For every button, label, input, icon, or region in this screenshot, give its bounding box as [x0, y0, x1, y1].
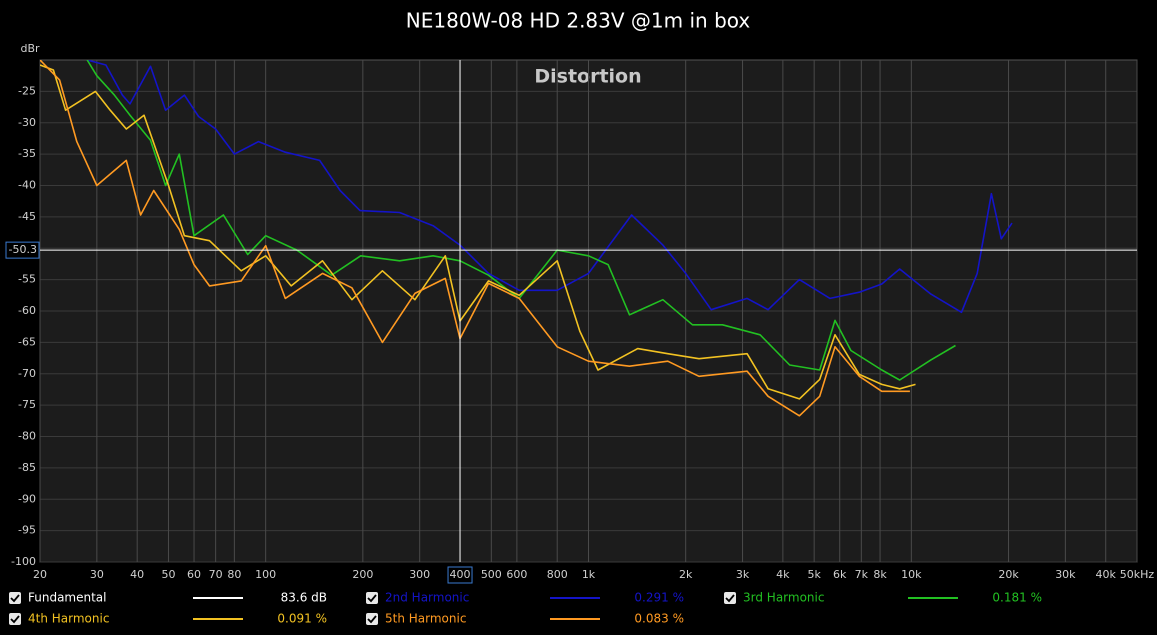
x-tick-label: 200 — [352, 568, 373, 581]
y-tick-label: -60 — [18, 304, 36, 317]
y-tick-label: -100 — [11, 555, 36, 568]
x-tick-label: 2k — [679, 568, 693, 581]
y-tick-label: -85 — [18, 461, 36, 474]
legend-readout: 0.091 % — [277, 612, 327, 626]
x-tick-label: 40k — [1096, 568, 1117, 581]
legend-check — [725, 594, 735, 603]
x-tick-label: 30k — [1055, 568, 1076, 581]
y-tick-label: -95 — [18, 524, 36, 537]
y-axis-label: dBr — [20, 42, 40, 55]
legend-name: 4th Harmonic — [28, 612, 109, 626]
x-tick-label: 40 — [130, 568, 144, 581]
legend-checkbox[interactable] — [9, 613, 21, 625]
legend-name: 5th Harmonic — [385, 612, 466, 626]
x-tick-label: 800 — [547, 568, 568, 581]
x-tick-label: 70 — [209, 568, 223, 581]
x-tick-label: 20 — [33, 568, 47, 581]
y-tick-label: -90 — [18, 492, 36, 505]
y-tick-label: -75 — [18, 398, 36, 411]
x-tick-label: 10k — [901, 568, 922, 581]
legend-readout: 0.083 % — [634, 612, 684, 626]
legend-readout: 0.181 % — [992, 591, 1042, 605]
legend-checkbox[interactable] — [366, 592, 378, 604]
x-tick-label: 4k — [776, 568, 790, 581]
legend-name: 3rd Harmonic — [743, 591, 824, 605]
y-tick-label: -80 — [18, 430, 36, 443]
x-tick-label: 50kHz — [1120, 568, 1155, 581]
x-tick-label: 50 — [161, 568, 175, 581]
y-tick-label: -25 — [18, 84, 36, 97]
x-tick-label: 8k — [873, 568, 887, 581]
cursor-x-label: 400 — [450, 568, 471, 581]
y-tick-label: -30 — [18, 116, 36, 129]
plot-lines — [40, 60, 1013, 417]
x-tick-label: 500 — [481, 568, 502, 581]
y-tick-label: -45 — [18, 210, 36, 223]
series-line — [40, 64, 916, 400]
x-tick-label: 100 — [255, 568, 276, 581]
x-tick-label: 5k — [807, 568, 821, 581]
x-tick-label: 600 — [506, 568, 527, 581]
legend-name: Fundamental — [28, 591, 107, 605]
legend-check — [10, 615, 20, 624]
series-line — [40, 60, 910, 417]
x-tick-label: 1k — [582, 568, 596, 581]
x-tick-label: 6k — [833, 568, 847, 581]
y-tick-label: -65 — [18, 335, 36, 348]
y-tick-label: -55 — [18, 273, 36, 286]
series-line — [86, 60, 956, 381]
legend-check — [10, 594, 20, 603]
cursor-y-label: -50.3 — [9, 243, 37, 256]
x-tick-label: 20k — [998, 568, 1019, 581]
x-tick-label: 300 — [409, 568, 430, 581]
x-tick-label: 3k — [736, 568, 750, 581]
y-tick-label: -40 — [18, 179, 36, 192]
legend-readout: 83.6 dB — [281, 591, 327, 605]
cursor-label-box — [447, 566, 473, 584]
x-tick-label: 80 — [227, 568, 241, 581]
x-tick-label: 30 — [90, 568, 104, 581]
legend-check — [367, 615, 377, 624]
legend-checkbox[interactable] — [9, 592, 21, 604]
x-tick-label: 7k — [855, 568, 869, 581]
series-line — [86, 60, 1013, 314]
y-tick-label: -35 — [18, 147, 36, 160]
legend-check — [367, 594, 377, 603]
legend-checkbox[interactable] — [366, 613, 378, 625]
x-tick-label: 60 — [187, 568, 201, 581]
legend-checkbox[interactable] — [724, 592, 736, 604]
cursor-label-box — [5, 241, 40, 259]
legend-name: 2nd Harmonic — [385, 591, 469, 605]
chart-title: NE180W-08 HD 2.83V @1m in box — [406, 9, 751, 33]
y-tick-label: -70 — [18, 367, 36, 380]
legend-readout: 0.291 % — [634, 591, 684, 605]
